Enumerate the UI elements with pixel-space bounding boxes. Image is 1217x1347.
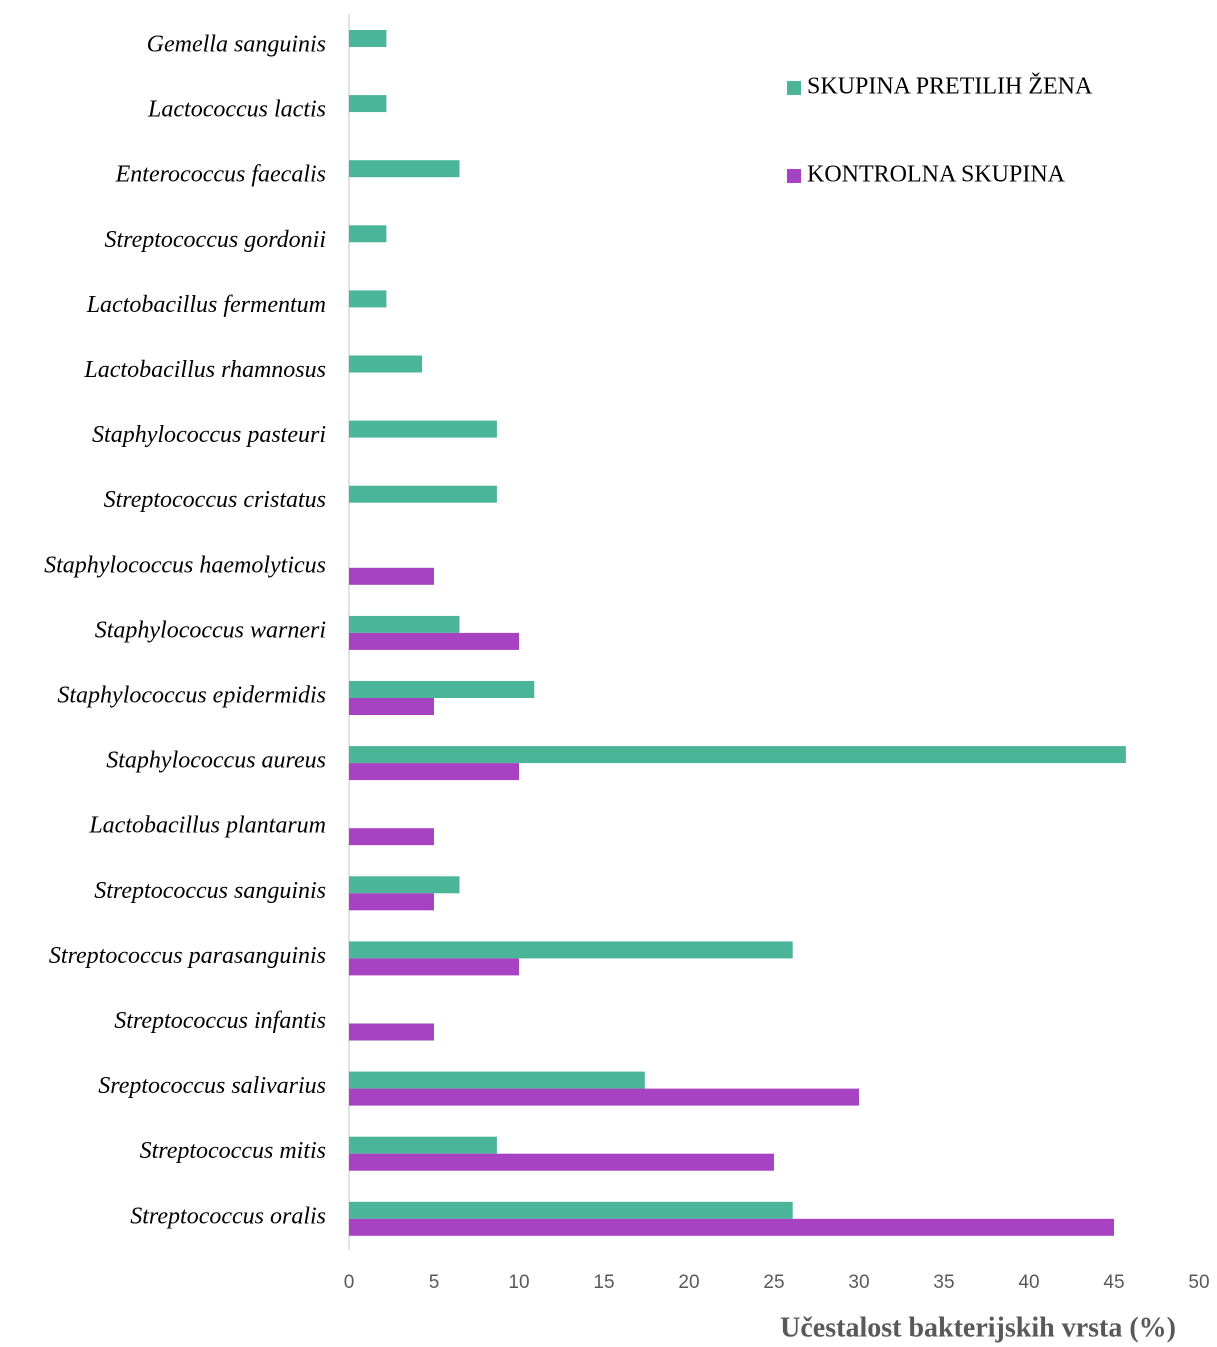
- y-tick-label: Gemella sanguinis: [147, 32, 326, 58]
- x-tick-label: 25: [763, 1272, 784, 1293]
- bar: [349, 698, 434, 715]
- bar: [349, 632, 519, 650]
- bar: [349, 1136, 497, 1154]
- bar: [349, 290, 387, 308]
- x-tick-label: 15: [593, 1272, 614, 1293]
- bar: [349, 1201, 793, 1219]
- y-tick-label: Staphylococcus epidermidis: [57, 683, 326, 709]
- y-tick-label: Lactobacillus rhamnosus: [83, 357, 326, 383]
- x-tick-label: 20: [678, 1272, 699, 1293]
- x-tick-label: 10: [508, 1272, 529, 1293]
- x-tick-label: 35: [933, 1272, 954, 1293]
- bar: [349, 1088, 859, 1106]
- bar: [349, 1023, 434, 1041]
- y-tick-label: Lactococcus lactis: [147, 97, 326, 123]
- y-tick-label: Lactobacillus fermentum: [86, 292, 326, 318]
- legend-swatch: [787, 81, 801, 95]
- y-tick-label: Staphylococcus aureus: [106, 748, 326, 774]
- bar: [349, 681, 535, 698]
- y-tick-label: Streptococcus infantis: [114, 1008, 326, 1034]
- bar: [349, 828, 434, 846]
- bar: [349, 95, 387, 113]
- y-tick-label: Staphylococcus pasteuri: [92, 422, 326, 448]
- legend-swatch: [787, 169, 801, 183]
- legend-label: KONTROLNA SKUPINA: [807, 162, 1066, 188]
- bar: [349, 746, 1126, 764]
- y-tick-label: Staphylococcus haemolyticus: [44, 552, 326, 578]
- y-tick-label: Streptococcus gordonii: [104, 227, 326, 253]
- legend-label: SKUPINA PRETILIH ŽENA: [807, 74, 1093, 100]
- x-tick-label: 45: [1103, 1272, 1124, 1293]
- x-tick-label: 0: [344, 1272, 355, 1293]
- bar: [349, 893, 434, 911]
- bar: [349, 420, 497, 438]
- bar: [349, 941, 793, 959]
- y-tick-label: Streptococcus sanguinis: [94, 878, 326, 904]
- x-axis-title: Učestalost bakterijskih vrsta (%): [780, 1312, 1176, 1343]
- bar: [349, 763, 519, 781]
- x-tick-label: 30: [848, 1272, 869, 1293]
- bar: [349, 876, 460, 894]
- x-tick-label: 5: [429, 1272, 440, 1293]
- y-tick-label: Streptococcus parasanguinis: [49, 943, 326, 969]
- bar: [349, 30, 387, 47]
- y-tick-label: Staphylococcus warneri: [95, 617, 326, 643]
- bar: [349, 1218, 1114, 1236]
- x-tick-label: 40: [1018, 1272, 1039, 1293]
- bar: [349, 567, 434, 585]
- x-tick-label: 50: [1188, 1272, 1209, 1293]
- bar: [349, 160, 460, 178]
- bar: [349, 615, 460, 633]
- y-tick-label: Streptococcus oralis: [130, 1203, 326, 1229]
- bar: [349, 958, 519, 976]
- bar: [349, 225, 387, 243]
- y-tick-label: Streptococcus cristatus: [104, 487, 326, 513]
- y-tick-label: Enterococcus faecalis: [115, 162, 326, 188]
- bar: [349, 355, 423, 373]
- y-tick-label: Lactobacillus plantarum: [88, 813, 326, 839]
- bar: [349, 1153, 774, 1171]
- bar: [349, 1071, 645, 1089]
- y-tick-label: Sreptococcus salivarius: [98, 1073, 326, 1099]
- y-tick-label: Streptococcus mitis: [140, 1138, 326, 1164]
- bar: [349, 485, 497, 503]
